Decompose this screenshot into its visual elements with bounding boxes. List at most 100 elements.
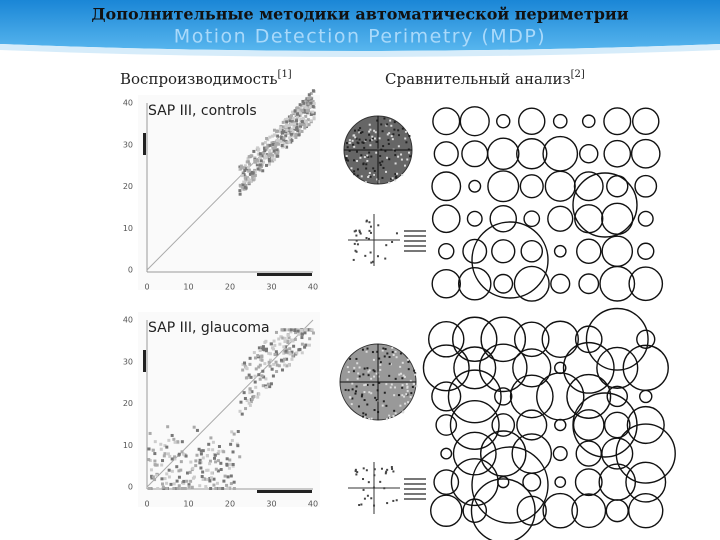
field-dot	[348, 139, 351, 142]
scatter-dot	[271, 146, 275, 150]
scatter-dot	[182, 481, 186, 485]
scatter-dot	[262, 348, 266, 352]
field-dot	[409, 155, 412, 158]
field-dot	[367, 370, 370, 373]
field-dot	[406, 389, 409, 392]
scatter-dot	[281, 120, 285, 124]
legend-swatch	[404, 240, 426, 242]
scatter-dot	[299, 117, 303, 121]
field-dot	[355, 150, 358, 153]
scatter-dot	[147, 458, 151, 462]
scatter-dot	[263, 140, 267, 144]
field-dot	[356, 471, 359, 474]
scatter-dot	[283, 130, 287, 134]
scatter-dot	[286, 341, 290, 345]
ring	[554, 418, 567, 432]
scatter-dot	[308, 110, 312, 114]
scatter-dot	[248, 387, 252, 391]
scatter-dot	[286, 334, 290, 338]
ring	[518, 107, 546, 135]
field-dot	[372, 358, 375, 361]
field-dot	[415, 385, 418, 388]
field-dot	[355, 250, 358, 253]
y-tick-label: 20	[123, 182, 133, 191]
scatter-dot	[242, 391, 246, 395]
field-dot	[345, 158, 348, 161]
scatter-dot	[216, 469, 220, 473]
field-dot	[353, 145, 356, 148]
scatter-dot	[148, 459, 152, 463]
scatter-dot	[199, 452, 203, 456]
field-dot	[390, 383, 393, 386]
field-dot	[365, 350, 368, 353]
scatter-dot	[249, 375, 253, 379]
field-dot	[406, 385, 409, 388]
scatter-dot	[288, 347, 292, 351]
scatter-dot	[247, 155, 251, 159]
y-tick-label: 0	[128, 266, 133, 275]
ring	[512, 348, 552, 388]
field-dot	[371, 135, 374, 138]
scatter-dot	[248, 356, 252, 360]
ring	[468, 179, 482, 193]
field-dot	[355, 385, 358, 388]
scatter-dot	[302, 101, 306, 105]
scatter-dot	[214, 460, 218, 464]
scatter-dot	[177, 452, 181, 456]
field-dot	[355, 234, 358, 237]
scatter-dot	[268, 135, 272, 139]
field-dot	[397, 134, 400, 137]
marker-bar	[257, 273, 312, 276]
field-dot	[412, 382, 415, 385]
field-dot	[413, 369, 416, 372]
scatter-dot	[258, 377, 262, 381]
scatter-dot	[303, 110, 307, 114]
ring	[435, 414, 458, 436]
field-dot	[373, 173, 376, 176]
field-dot	[379, 361, 382, 364]
scatter-dot	[268, 159, 272, 163]
field-dot	[354, 392, 357, 395]
ring	[453, 346, 497, 390]
field-dot	[380, 467, 383, 470]
scatter-dot	[290, 357, 294, 361]
field-dot	[401, 386, 404, 389]
scatter-dot	[266, 143, 270, 147]
scatter-dot	[289, 140, 293, 144]
x-tick-label: 30	[266, 283, 276, 292]
scatter-dot	[155, 473, 159, 477]
field-dot	[360, 154, 363, 157]
scatter-dot	[275, 148, 279, 152]
field-dot	[373, 409, 376, 412]
marker-bar	[143, 350, 146, 372]
field-dot	[402, 410, 405, 413]
scatter-dot	[304, 114, 308, 118]
ring	[578, 273, 600, 295]
scatter-dot	[182, 479, 186, 483]
scatter-dot	[243, 166, 247, 170]
field-dot	[388, 181, 391, 184]
field-dot	[388, 416, 391, 419]
ring	[520, 239, 544, 263]
field-dot	[385, 383, 388, 386]
scatter-dot	[212, 477, 216, 481]
scatter-dot	[279, 335, 283, 339]
x-tick-label: 10	[183, 283, 193, 292]
scatter-dot	[261, 369, 265, 373]
right-heading: Сравнительный анализ[2]	[385, 69, 585, 89]
field-dot	[365, 469, 368, 472]
field-dot	[390, 466, 393, 469]
scatter-dot	[286, 351, 290, 355]
field-dot	[406, 158, 409, 161]
field-dot	[368, 418, 371, 421]
scatter-dot	[177, 484, 181, 488]
scatter-dot	[299, 122, 303, 126]
scatter-dot	[175, 465, 179, 469]
field-dot	[379, 163, 382, 166]
scatter-dot	[262, 156, 266, 160]
field-dot	[354, 136, 357, 139]
field-dot	[382, 166, 385, 169]
field-dot	[405, 141, 408, 144]
field-dot	[394, 377, 397, 380]
field-dot	[352, 134, 355, 137]
